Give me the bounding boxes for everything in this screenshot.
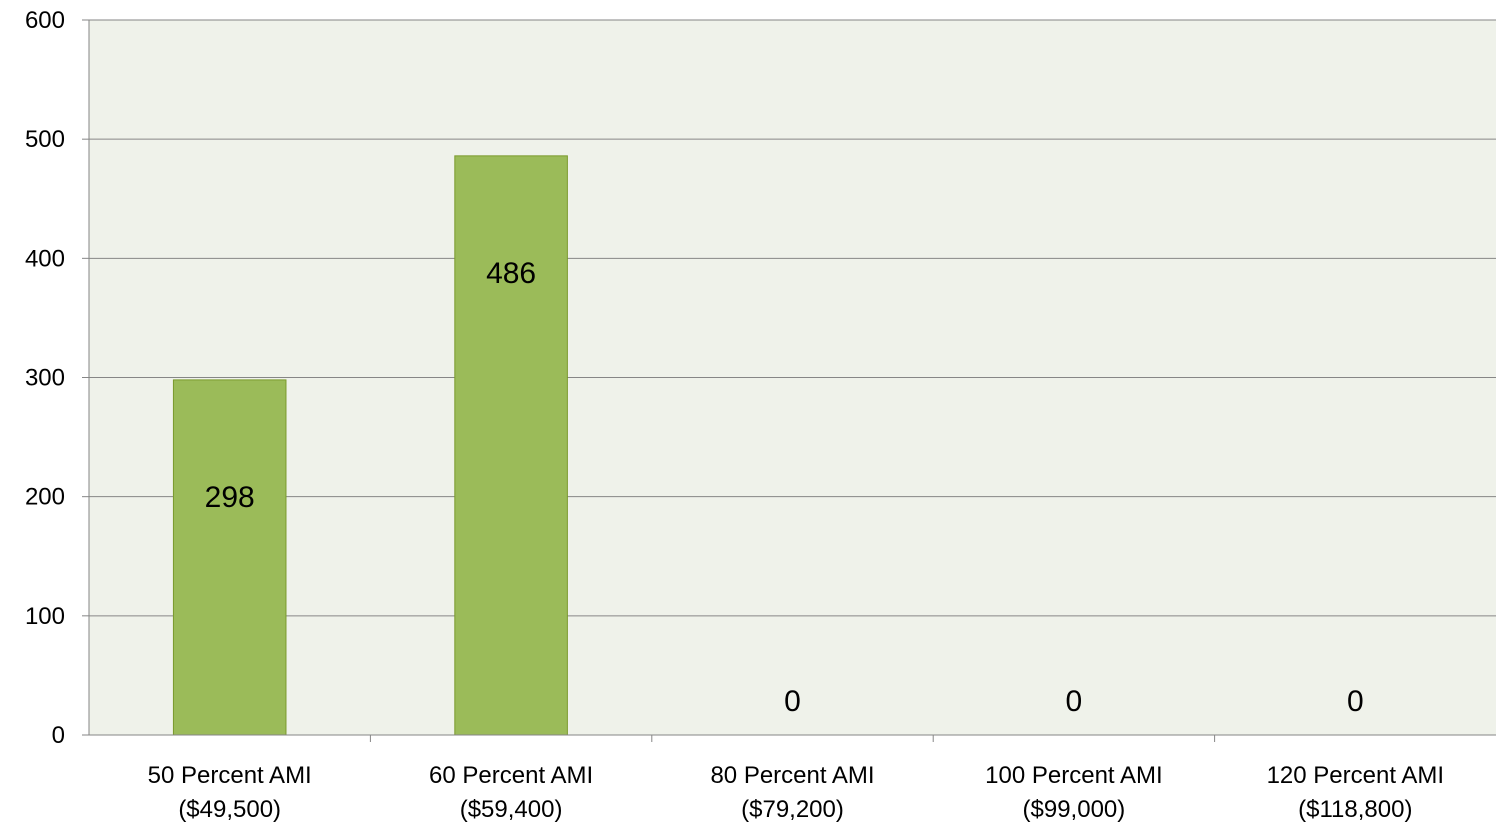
data-label: 486: [486, 257, 536, 290]
x-axis-ticks: 50 Percent AMI ($49,500) 60 Percent AMI ($5…: [148, 762, 1444, 823]
data-label: 0: [784, 685, 801, 718]
axes: [88, 20, 1496, 742]
y-tick-label: 0: [52, 722, 65, 749]
x-tick-label: 50 Percent AMI: [148, 762, 312, 789]
data-label: 0: [1066, 685, 1083, 718]
x-tick-label: 100 Percent AMI: [985, 762, 1162, 789]
gridlines: [82, 19, 1496, 736]
x-tick-label: ($49,500): [178, 796, 281, 823]
y-axis-ticks: 0 100 200 300 400 500 600: [25, 7, 65, 749]
x-tick-label: ($99,000): [1023, 796, 1126, 823]
data-labels: 298 486 0 0 0: [205, 257, 1364, 718]
x-tick-label: ($59,400): [460, 796, 563, 823]
bar: [172, 379, 287, 736]
y-tick-label: 200: [25, 484, 65, 511]
x-tick-label: ($79,200): [741, 796, 844, 823]
x-tick-label: 80 Percent AMI: [710, 762, 874, 789]
y-tick-label: 100: [25, 603, 65, 630]
y-tick-label: 500: [25, 126, 65, 153]
bar: [454, 155, 568, 736]
y-tick-label: 300: [25, 365, 65, 392]
x-tick-label: ($118,800): [1298, 796, 1412, 823]
y-tick-label: 600: [25, 7, 65, 34]
bars: [172, 155, 568, 736]
x-tick-label: 60 Percent AMI: [429, 762, 593, 789]
y-tick-label: 400: [25, 245, 65, 272]
data-label: 298: [205, 481, 255, 514]
data-label: 0: [1347, 685, 1364, 718]
x-tick-label: 120 Percent AMI: [1267, 762, 1444, 789]
